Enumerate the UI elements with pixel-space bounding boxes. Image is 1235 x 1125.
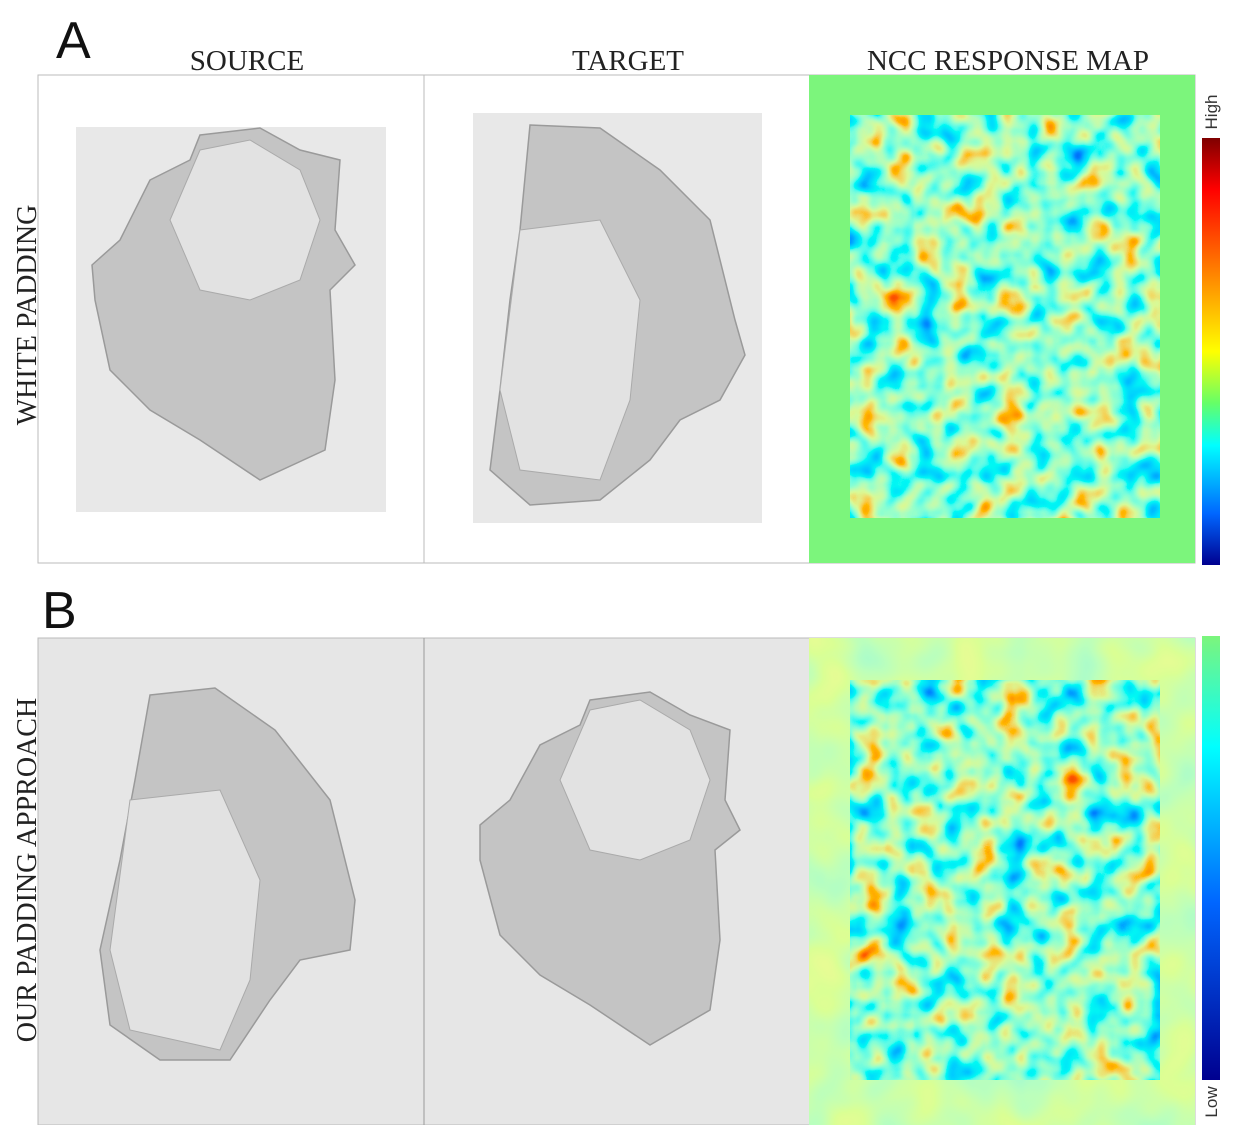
column-header: NCC RESPONSE MAP <box>867 45 1149 77</box>
row-b: Low <box>38 636 1221 1125</box>
colorbar-label: High <box>1202 95 1221 130</box>
panel-label: A <box>56 12 91 70</box>
column-header: SOURCE <box>190 45 304 77</box>
ncc-map <box>850 115 1160 518</box>
row-a: High <box>38 75 1221 565</box>
column-header: TARGET <box>572 45 684 77</box>
colorbar <box>1202 138 1220 565</box>
colorbar-label: Low <box>1202 1086 1221 1118</box>
panel-label: B <box>42 582 77 640</box>
colorbar <box>1202 636 1220 1080</box>
figure: A B SOURCE TARGET NCC RESPONSE MAP WHITE… <box>0 0 1235 1125</box>
ncc-map <box>850 680 1160 1080</box>
